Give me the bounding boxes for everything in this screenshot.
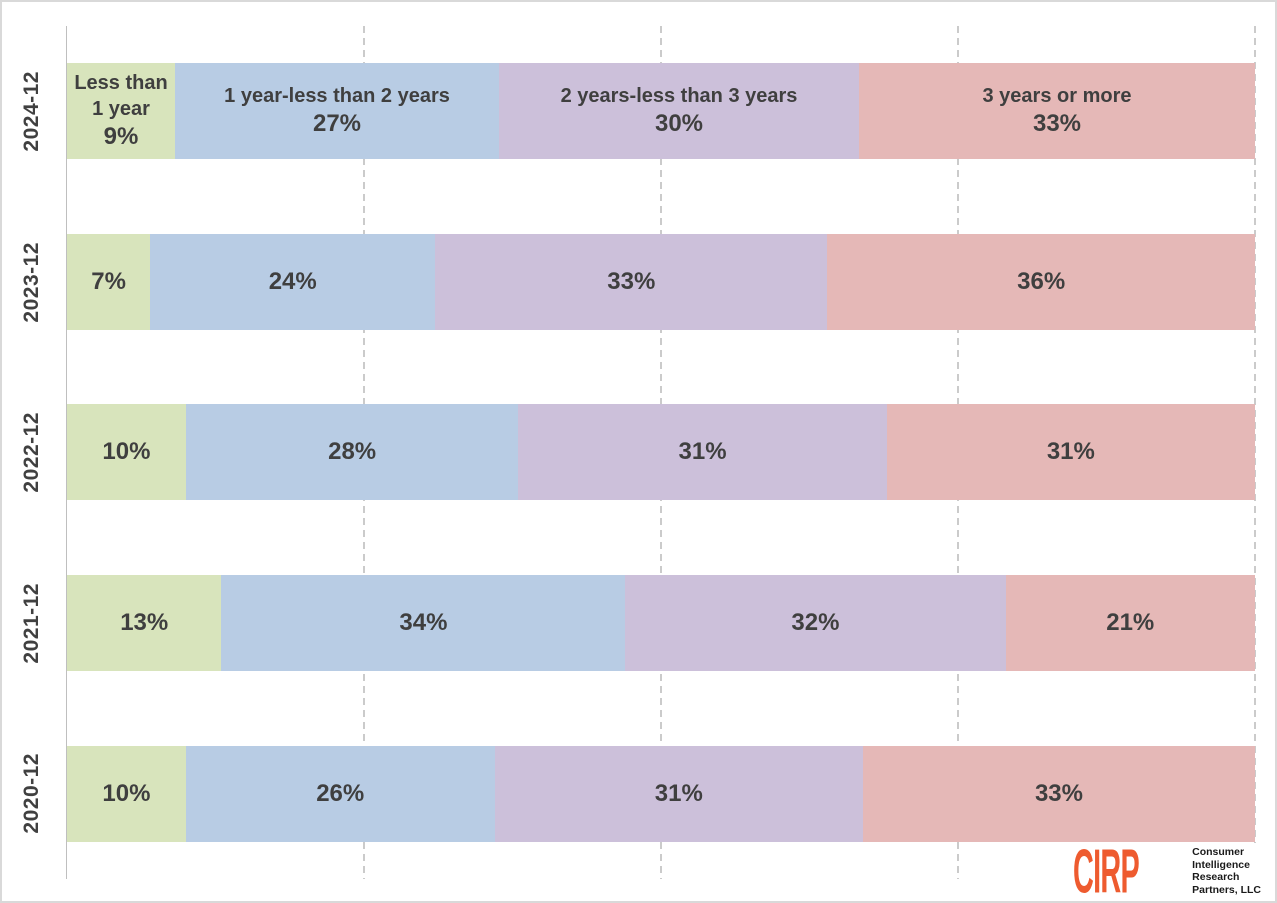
bar-segment: 10%: [67, 745, 186, 842]
bar-segment: 31%: [886, 404, 1255, 501]
segment-value-label: 7%: [91, 267, 126, 295]
segment-value-label: 33%: [1034, 779, 1083, 807]
gridline-100pct: [1254, 26, 1256, 879]
cirp-logo-abbr: CIRP: [1072, 838, 1140, 903]
bar-segment: 13%: [67, 575, 222, 672]
category-label-2021-12: 2021-12: [20, 582, 43, 664]
segment-value-label: 27%: [312, 110, 362, 138]
bar-segment: 3 years or more 33%: [859, 63, 1255, 160]
segment-value-label: 36%: [1017, 267, 1066, 295]
segment-value-label: 13%: [120, 609, 169, 637]
segment-series-name: 1 year-less than 2 years: [224, 85, 450, 108]
segment-value-label: 24%: [268, 267, 317, 295]
category-label-2020-12: 2020-12: [20, 753, 43, 834]
bar-segment: 7%: [67, 233, 151, 330]
cirp-logo-tagline-line: Research: [1192, 871, 1240, 883]
bar-segment: 36%: [827, 233, 1256, 330]
bar-segment: 21%: [1005, 575, 1255, 672]
cirp-logo-tagline-line: Partners, LLC: [1192, 883, 1261, 896]
bar-row-2020-12: 2020-12 10% 26% 31% 33%: [20, 708, 1255, 879]
bar-segment: 1 year-less than 2 years 27%: [175, 63, 499, 160]
bar-row-2023-12: 2023-12 7% 24% 33% 36%: [20, 197, 1256, 368]
segment-value-label: 31%: [1046, 438, 1095, 466]
stacked-bar-2024-12: Less than 1 year 9% 1 year-less than 2 yea…: [67, 63, 1255, 160]
bar-segment: 26%: [185, 745, 495, 842]
bar-segment: 24%: [150, 233, 436, 330]
cirp-logo-tagline-line: Consumer: [1192, 846, 1245, 858]
segment-value-label: 30%: [654, 110, 704, 138]
cirp-logo-tagline-line: Intelligence: [1192, 858, 1250, 871]
y-axis-line: [66, 26, 67, 879]
bar-segment: 31%: [494, 745, 863, 842]
bar-row-2022-12: 2022-12 10% 28% 31% 31%: [20, 367, 1255, 538]
cirp-logo-tagline: Consumer Intelligence Research Partners,…: [1192, 846, 1261, 897]
segment-value-label: 10%: [102, 438, 151, 466]
segment-value-label: 33%: [607, 267, 656, 295]
segment-value-label: 32%: [791, 609, 840, 637]
bar-segment: 10%: [67, 404, 186, 501]
segment-series-name: 3 years or more: [982, 85, 1132, 108]
bar-segment: 33%: [862, 745, 1255, 842]
bar-segment: 33%: [435, 233, 828, 330]
bar-segment: 28%: [185, 404, 519, 501]
bar-segment: 2 years-less than 3 years 30%: [499, 63, 859, 160]
bar-row-2021-12: 2021-12 13% 34% 32% 21%: [20, 538, 1255, 709]
stacked-bar-2020-12: 10% 26% 31% 33%: [67, 745, 1255, 842]
segment-value-label: 9%: [103, 123, 139, 151]
category-label-2023-12: 2023-12: [20, 241, 43, 323]
cirp-logo: CIRP Consumer Intelligence Research Part…: [1072, 838, 1261, 903]
bar-segment: 34%: [221, 575, 626, 672]
bar-row-2024-12: 2024-12 Less than 1 year 9% 1 year-less tha…: [20, 26, 1255, 197]
segment-value-label: 33%: [1032, 110, 1082, 138]
plot-area: 2024-12 Less than 1 year 9% 1 year-less tha…: [20, 26, 1256, 879]
segment-series-name: 2 years-less than 3 years: [560, 85, 798, 108]
segment-value-label: 26%: [316, 779, 365, 807]
stacked-bar-2021-12: 13% 34% 32% 21%: [67, 575, 1255, 672]
bar-rows: 2024-12 Less than 1 year 9% 1 year-less tha…: [20, 26, 1256, 879]
segment-value-label: 28%: [328, 438, 377, 466]
bar-segment: Less than 1 year 9%: [67, 63, 175, 160]
segment-value-label: 31%: [654, 779, 703, 807]
segment-series-name: Less than 1 year: [74, 72, 168, 121]
category-label-2024-12: 2024-12: [20, 71, 43, 152]
bar-segment: 31%: [518, 404, 887, 501]
segment-value-label: 31%: [678, 438, 727, 466]
segment-value-label: 10%: [102, 779, 151, 807]
category-label-2022-12: 2022-12: [20, 412, 43, 493]
stacked-bar-2022-12: 10% 28% 31% 31%: [67, 404, 1255, 501]
bar-segment: 32%: [625, 575, 1006, 672]
segment-value-label: 34%: [399, 609, 448, 637]
stacked-bar-2023-12: 7% 24% 33% 36%: [67, 233, 1256, 330]
segment-value-label: 21%: [1106, 609, 1155, 637]
